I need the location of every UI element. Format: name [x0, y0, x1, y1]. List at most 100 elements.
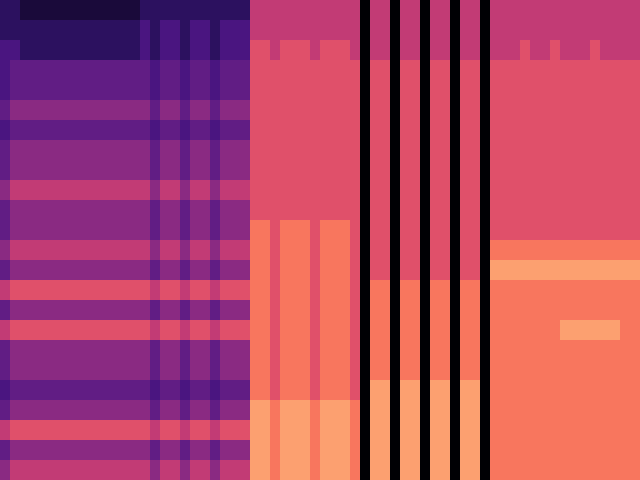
- cell: [60, 400, 71, 421]
- cell: [590, 140, 601, 161]
- cell: [30, 220, 41, 241]
- cell: [210, 320, 221, 341]
- cell: [570, 300, 581, 321]
- cell: [60, 80, 71, 101]
- cell: [80, 240, 91, 261]
- cell: [430, 360, 441, 381]
- cell: [340, 220, 351, 241]
- cell: [210, 380, 221, 401]
- cell: [80, 320, 91, 341]
- cell: [250, 120, 261, 141]
- cell: [210, 100, 221, 121]
- cell: [180, 280, 191, 301]
- cell: [170, 300, 181, 321]
- cell: [200, 460, 211, 480]
- cell: [360, 280, 371, 301]
- cell: [310, 60, 321, 81]
- cell: [130, 80, 141, 101]
- cell: [530, 460, 541, 480]
- cell: [320, 100, 331, 121]
- cell: [550, 300, 561, 321]
- cell: [560, 340, 571, 361]
- cell: [630, 340, 640, 361]
- cell: [620, 240, 631, 261]
- cell: [280, 420, 291, 441]
- cell: [230, 320, 241, 341]
- cell: [30, 0, 41, 21]
- cell: [120, 340, 131, 361]
- cell: [440, 180, 451, 201]
- cell: [280, 60, 291, 81]
- cell: [470, 260, 481, 281]
- cell: [330, 140, 341, 161]
- cell: [180, 80, 191, 101]
- cell: [150, 0, 161, 21]
- cell: [170, 20, 181, 41]
- cell: [290, 40, 301, 61]
- cell: [20, 60, 31, 81]
- cell: [170, 220, 181, 241]
- cell: [20, 360, 31, 381]
- cell: [560, 320, 571, 341]
- cell: [540, 20, 551, 41]
- cell: [90, 120, 101, 141]
- cell: [250, 80, 261, 101]
- cell: [240, 260, 251, 281]
- cell: [20, 260, 31, 281]
- cell: [30, 20, 41, 41]
- cell: [260, 180, 271, 201]
- cell: [580, 340, 591, 361]
- cell: [630, 160, 640, 181]
- cell: [250, 200, 261, 221]
- cell: [510, 260, 521, 281]
- cell: [460, 100, 471, 121]
- cell: [620, 380, 631, 401]
- cell: [30, 400, 41, 421]
- cell: [560, 180, 571, 201]
- cell: [400, 20, 411, 41]
- cell: [450, 80, 461, 101]
- cell: [320, 220, 331, 241]
- cell: [100, 40, 111, 61]
- cell: [110, 440, 121, 461]
- cell: [30, 380, 41, 401]
- cell: [30, 200, 41, 221]
- cell: [230, 40, 241, 61]
- cell: [160, 200, 171, 221]
- cell: [10, 440, 21, 461]
- cell: [500, 420, 511, 441]
- cell: [560, 260, 571, 281]
- cell: [80, 60, 91, 81]
- cell: [420, 120, 431, 141]
- cell: [470, 100, 481, 121]
- cell: [460, 360, 471, 381]
- cell: [190, 200, 201, 221]
- cell: [280, 160, 291, 181]
- cell: [160, 340, 171, 361]
- cell: [540, 340, 551, 361]
- cell: [140, 80, 151, 101]
- cell: [410, 20, 421, 41]
- cell: [500, 120, 511, 141]
- cell: [440, 280, 451, 301]
- cell: [80, 80, 91, 101]
- cell: [510, 60, 521, 81]
- cell: [210, 460, 221, 480]
- cell: [110, 200, 121, 221]
- cell: [10, 400, 21, 421]
- cell: [240, 120, 251, 141]
- cell: [70, 460, 81, 480]
- cell: [170, 240, 181, 261]
- cell: [370, 360, 381, 381]
- cell: [350, 0, 361, 21]
- cell: [220, 80, 231, 101]
- cell: [420, 420, 431, 441]
- cell: [60, 340, 71, 361]
- cell: [340, 340, 351, 361]
- cell: [490, 300, 501, 321]
- cell: [320, 20, 331, 41]
- cell: [180, 20, 191, 41]
- cell: [570, 260, 581, 281]
- cell: [500, 440, 511, 461]
- cell: [120, 360, 131, 381]
